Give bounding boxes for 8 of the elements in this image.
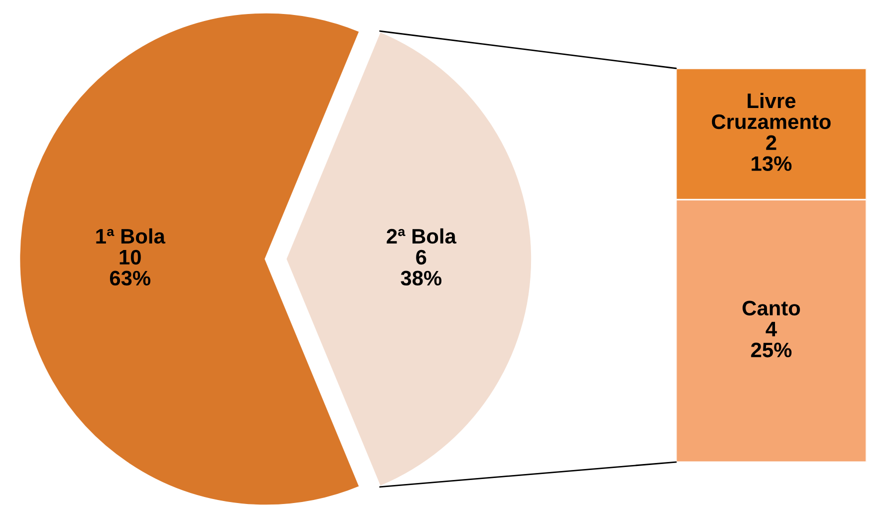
slice-label: 1ª Bola	[96, 228, 166, 244]
series-label: Canto	[742, 300, 800, 316]
data-label: 6 38%	[400, 250, 442, 286]
data-label: 4 25%	[751, 322, 792, 358]
slice-label: 2ª Bola	[386, 228, 456, 244]
series-label: Livre Cruzamento	[712, 92, 831, 130]
data-label: 2 13%	[752, 135, 792, 172]
data-label: 10 63%	[110, 250, 150, 286]
